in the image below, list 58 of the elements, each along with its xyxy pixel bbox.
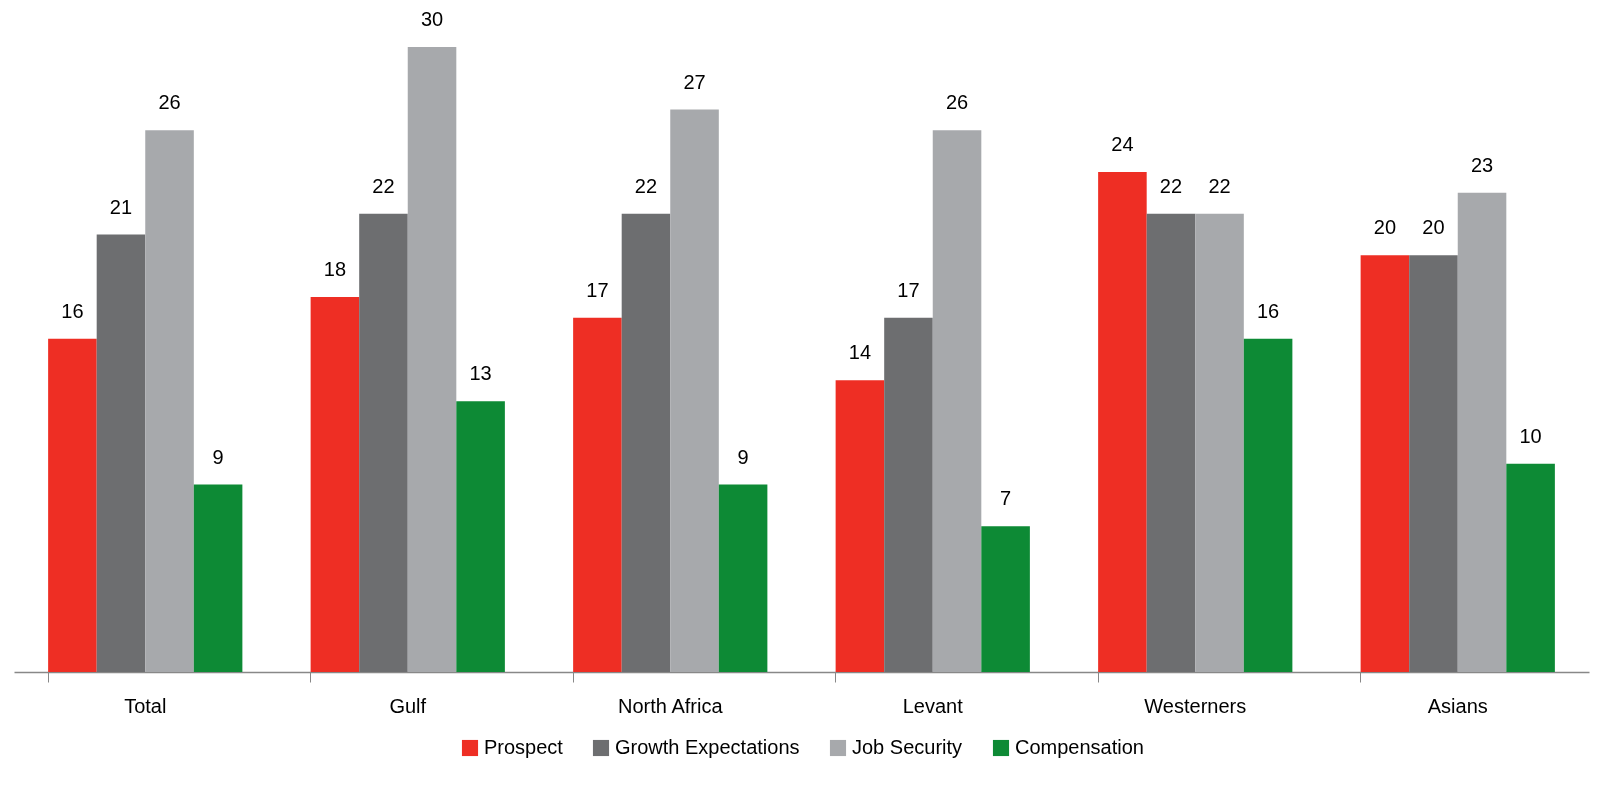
x-tick-label: North Africa [618,694,724,717]
bar [1195,213,1244,672]
data-label: 20 [1422,216,1445,239]
bar [407,47,457,672]
data-label: 16 [1256,299,1280,322]
data-label: 9 [737,445,749,468]
bar [718,484,768,672]
bar [621,213,671,672]
bar [835,380,885,672]
data-label: 22 [372,174,395,197]
data-label: 7 [1000,487,1012,510]
bar [981,526,1030,672]
bar [1457,192,1507,672]
bar [96,234,146,672]
data-label: 17 [586,278,609,301]
x-tick-label: Asians [1427,694,1488,717]
data-label: 20 [1373,216,1397,239]
data-label: 30 [420,8,444,30]
bar [310,297,360,672]
x-tick-label: Total [124,694,167,717]
bar [145,130,194,672]
data-label: 27 [683,70,706,93]
data-label: 26 [158,91,181,114]
data-label: 21 [109,195,133,218]
data-label: 24 [1111,133,1134,155]
bar [1243,338,1293,672]
data-label: 16 [61,299,84,322]
data-label: 10 [1519,424,1542,447]
bar [884,317,933,672]
bar [359,213,408,672]
legend-label: Growth Expectations [615,736,800,758]
data-label: 17 [897,278,920,301]
bar [48,338,97,672]
bar [193,484,243,672]
bar [1360,255,1410,672]
data-label: 14 [848,341,872,364]
legend-label: Job Security [852,736,963,758]
x-tick-label: Gulf [389,694,427,717]
data-label: 23 [1470,153,1494,176]
bar [932,130,982,672]
bar [1506,463,1555,672]
data-label: 22 [1208,174,1231,197]
data-label: 26 [945,91,969,114]
legend-label: Prospect [484,736,564,758]
data-label: 18 [323,258,347,280]
data-label: 22 [634,174,658,197]
data-label: 22 [1159,174,1183,197]
bar [670,109,719,672]
bar [1098,172,1147,672]
data-label: 9 [212,445,224,468]
legend-label: Compensation [1015,736,1144,758]
x-tick-label: Westerners [1144,694,1247,717]
bar [456,401,505,672]
data-label: 13 [469,362,492,385]
bar [1409,255,1458,672]
bar [1146,213,1196,672]
x-tick-label: Levant [902,694,964,717]
bar [573,317,622,672]
